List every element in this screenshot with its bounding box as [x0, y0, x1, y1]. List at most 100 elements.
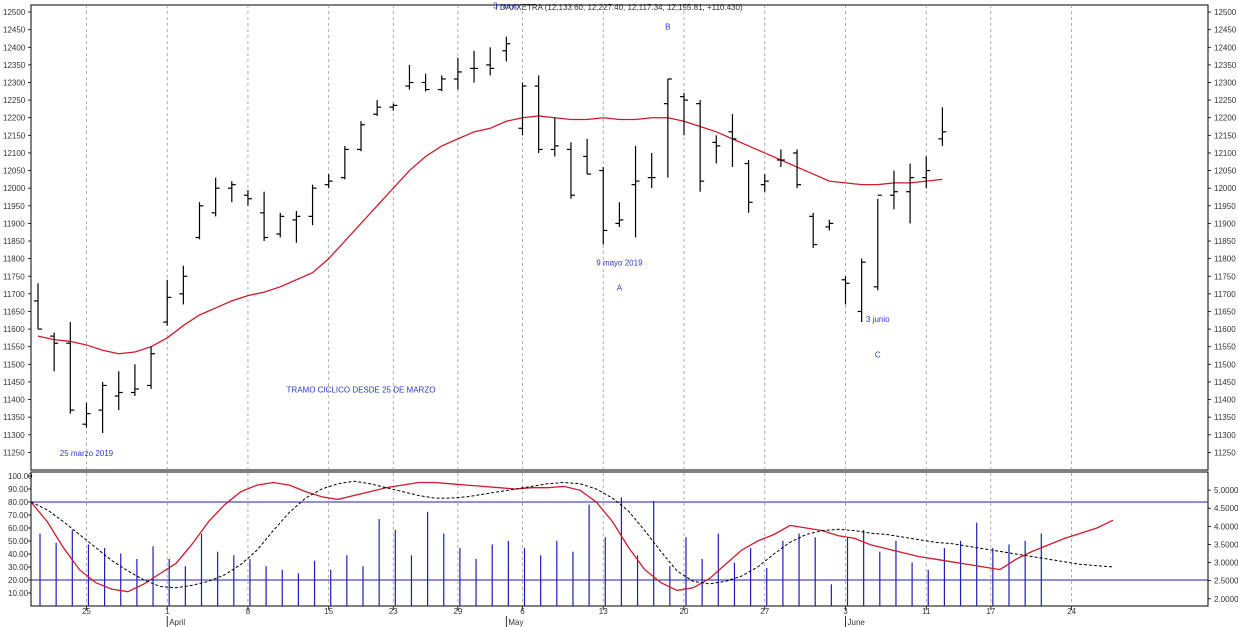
ohlc-bar [324, 174, 333, 189]
price-tick-label-right: 12200 [1214, 114, 1237, 123]
ohlc-bar [276, 212, 285, 238]
price-tick-label-right: 11300 [1214, 431, 1236, 440]
ohlc-bar [437, 75, 446, 92]
oscillator-tick-label: 60.00 [8, 524, 29, 533]
ohlc-bar [357, 121, 365, 152]
price-tick-label-left: 12350 [3, 61, 26, 70]
price-tick-label-left: 12500 [3, 8, 26, 17]
oscillator-tick-label: 50.00 [8, 537, 29, 546]
price-tick-label-left: 11800 [3, 255, 25, 264]
ohlc-bar [453, 57, 462, 90]
volume-tick-label: 2.5000 [1214, 577, 1238, 586]
chart-title: I DAXXETRA (12,133.60, 12,227.40, 12,117… [495, 3, 743, 12]
ohlc-bar [179, 265, 188, 305]
ohlc-bar [841, 276, 850, 305]
ohlc-bar [292, 211, 301, 243]
ohlc-bar [211, 177, 220, 217]
x-tick-label: 1 [165, 607, 170, 616]
price-tick-label-right: 11650 [1214, 307, 1236, 316]
ohlc-bar [631, 145, 640, 238]
price-tick-label-left: 12100 [3, 149, 26, 158]
x-tick-label: 29 [453, 607, 462, 616]
ohlc-bar [615, 202, 624, 227]
ohlc-bar [728, 114, 737, 168]
volume-tick-label: 2.0000 [1214, 595, 1238, 604]
price-tick-label-right: 12100 [1214, 149, 1237, 158]
price-tick-label-left: 11950 [3, 202, 25, 211]
ohlc-bar [809, 212, 818, 249]
ohlc-bar [195, 202, 204, 240]
price-tick-label-left: 12250 [3, 96, 26, 105]
price-tick-label-left: 11450 [3, 378, 25, 387]
ohlc-bar [147, 346, 156, 389]
ohlc-bar [130, 364, 139, 397]
ohlc-bar [599, 167, 608, 245]
ohlc-bar [647, 152, 656, 189]
ohlc-bar [583, 138, 592, 175]
price-tick-label-left: 11600 [3, 325, 25, 334]
x-tick-label: 23 [389, 607, 398, 616]
volume-tick-label: 4.0000 [1214, 522, 1238, 531]
price-tick-label-left: 11250 [3, 448, 25, 457]
chart-annotation: B [665, 23, 670, 32]
price-tick-label-left: 11550 [3, 343, 25, 352]
price-tick-label-right: 11550 [1214, 343, 1236, 352]
ohlc-bar [260, 191, 269, 242]
oscillator-slow-line [30, 480, 1114, 589]
volume-tick-label: 4.5000 [1214, 504, 1238, 513]
price-tick-label-right: 12350 [1214, 61, 1237, 70]
price-tick-label-right: 12450 [1214, 26, 1237, 35]
x-tick-label: 6 [520, 607, 525, 616]
ohlc-bar [534, 75, 543, 153]
price-tick-label-left: 11750 [3, 272, 25, 281]
x-tick-label: 3 [843, 607, 848, 616]
price-tick-label-left: 11650 [3, 307, 25, 316]
oscillator-tick-label: 70.00 [8, 511, 29, 520]
oscillator-tick-label: 30.00 [8, 563, 29, 572]
ohlc-bar [906, 163, 915, 224]
price-tick-label-left: 12450 [3, 26, 26, 35]
x-tick-label: 15 [324, 607, 333, 616]
chart-annotation: 3 junio [866, 315, 890, 324]
ohlc-bar [696, 100, 705, 192]
x-tick-label: 11 [922, 607, 931, 616]
chart-annotation: 3 mayo [493, 2, 520, 11]
ohlc-bar [340, 145, 349, 180]
price-tick-label-left: 11700 [3, 290, 25, 299]
price-tick-label-left: 11350 [3, 413, 25, 422]
chart-annotation: C [875, 350, 881, 359]
ohlc-bar [486, 47, 495, 76]
price-tick-label-left: 12300 [3, 79, 26, 88]
ohlc-bar [389, 103, 398, 111]
month-label: May [508, 618, 523, 627]
price-tick-label-right: 11900 [1214, 219, 1236, 228]
volume-tick-label: 5.0000 [1214, 486, 1238, 495]
oscillator-tick-label: 100.00 [8, 472, 33, 481]
oscillator-fast-line [30, 481, 1114, 593]
price-tick-label-left: 11500 [3, 360, 25, 369]
x-tick-label: 13 [599, 607, 608, 616]
price-tick-label-right: 12150 [1214, 131, 1237, 140]
ohlc-bar [308, 184, 317, 226]
price-tick-label-left: 11850 [3, 237, 25, 246]
price-tick-label-right: 11250 [1214, 448, 1236, 457]
ohlc-bar [922, 156, 931, 189]
price-tick-label-right: 11850 [1214, 237, 1236, 246]
ohlc-bar [470, 50, 479, 83]
ohlc-bar [243, 189, 252, 206]
ohlc-bar [50, 332, 59, 372]
ohlc-bar [66, 322, 75, 414]
price-tick-label-right: 11500 [1214, 360, 1236, 369]
price-tick-label-left: 12400 [3, 43, 26, 52]
price-tick-label-right: 12250 [1214, 96, 1237, 105]
ohlc-bar [857, 258, 866, 323]
ohlc-bar [421, 73, 430, 92]
price-tick-label-right: 11350 [1214, 413, 1236, 422]
price-tick-label-right: 11450 [1214, 378, 1236, 387]
price-panel-frame [30, 4, 1209, 471]
ohlc-bar [712, 135, 721, 164]
ohlc-bar [938, 107, 947, 146]
ohlc-bar [163, 279, 172, 326]
